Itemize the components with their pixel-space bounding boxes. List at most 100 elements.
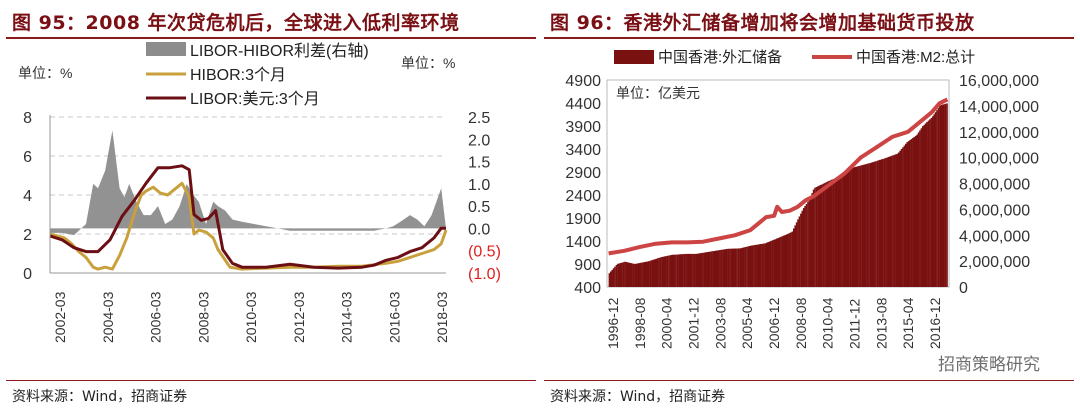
x-tick-label: 2011-12 [847,298,863,349]
bar [671,254,673,287]
bar [836,177,839,287]
y-right-tick-label: 2.5 [468,110,490,127]
bar [678,254,680,287]
bar [624,261,626,287]
bar [685,253,687,287]
bar [888,156,890,287]
bar [761,243,764,287]
y-left-tick-label: 2 [23,227,32,244]
bar [848,170,850,287]
bar [895,154,897,287]
x-tick-label: 2015-04 [900,297,916,349]
x-tick-label: 2008-08 [793,297,809,349]
bar [726,248,728,287]
y-right-tick-label: 12,000,000 [959,125,1039,142]
bar [818,185,821,287]
y-right-tick-label: 14,000,000 [959,99,1039,116]
bar [615,264,618,287]
bar [936,110,938,287]
bar [793,228,795,287]
bar [865,164,867,287]
y-left-tick-label: 2900 [565,165,601,182]
bar [636,263,639,287]
bar [876,160,879,287]
bar [910,139,913,287]
bar [829,180,832,287]
x-tick-label: 2003-08 [712,297,728,349]
bar [739,248,741,287]
legend-swatch-spread [146,42,186,56]
y-right-tick-label: (1.0) [468,266,501,283]
bar [610,271,612,287]
bar [868,163,870,287]
y-right-tick-label: (0.5) [468,244,501,261]
y-left-tick-label: 3900 [565,119,601,136]
bar [764,243,767,287]
bar [747,246,750,287]
bar [768,241,771,287]
bar [811,193,813,287]
x-tick-label: 2016-12 [927,297,943,349]
bar [846,171,849,287]
bar [697,253,700,287]
x-tick-label: 2013-08 [873,297,889,349]
bar [732,248,734,287]
bar [733,248,735,287]
bar [689,253,691,287]
bar [907,141,910,287]
x-tick-label: 2014-03 [339,291,355,343]
bar [858,166,860,287]
bar [814,187,816,287]
x-tick-label: 2001-12 [686,297,702,349]
bar [618,263,621,287]
bar [780,236,782,287]
bar [608,273,611,287]
bar [783,235,785,287]
x-tick-label: 2010-03 [243,291,259,343]
bar [679,254,682,287]
bar [705,252,707,287]
bar [716,250,718,287]
bar [844,173,846,287]
bar [654,259,656,287]
bar [849,169,852,287]
bar [926,122,928,287]
bar [638,263,640,287]
bar [707,251,710,287]
y-right-tick-label: 4,000,000 [959,228,1030,245]
bar [741,247,744,287]
bar [899,150,901,287]
bar [875,161,877,287]
bar [746,246,748,287]
bar [661,257,663,287]
bar [644,262,646,287]
bar [872,162,874,287]
y-right-tick-label: 2.0 [468,132,490,149]
x-tick-label: 2018-03 [434,291,450,343]
bar [919,130,921,287]
bar [841,175,843,287]
bar [852,167,855,287]
left-source-note: 资料来源：Wind，招商证券 [12,389,188,405]
bar [781,236,784,287]
right-chart-title: 图 96：香港外汇储备增加将会增加基础货币投放 [550,12,975,34]
bar [800,213,802,287]
bar [750,245,752,287]
bar [649,260,652,287]
bar [794,225,796,287]
bar [614,266,616,287]
bar [743,247,745,287]
right-source-note: 资料来源：Wind，招商证券 [550,389,726,405]
bar [913,136,916,287]
bar [824,182,826,287]
bar [941,104,944,287]
y-left-tick-label: 6 [23,149,32,166]
bar [659,257,662,287]
bar [712,251,714,287]
bar [821,184,823,287]
bar [873,161,876,287]
left-y-unit-label: 单位：% [18,65,72,81]
bar [773,239,775,287]
right-y-unit-label: 单位：% [401,55,455,71]
bar [917,132,920,287]
